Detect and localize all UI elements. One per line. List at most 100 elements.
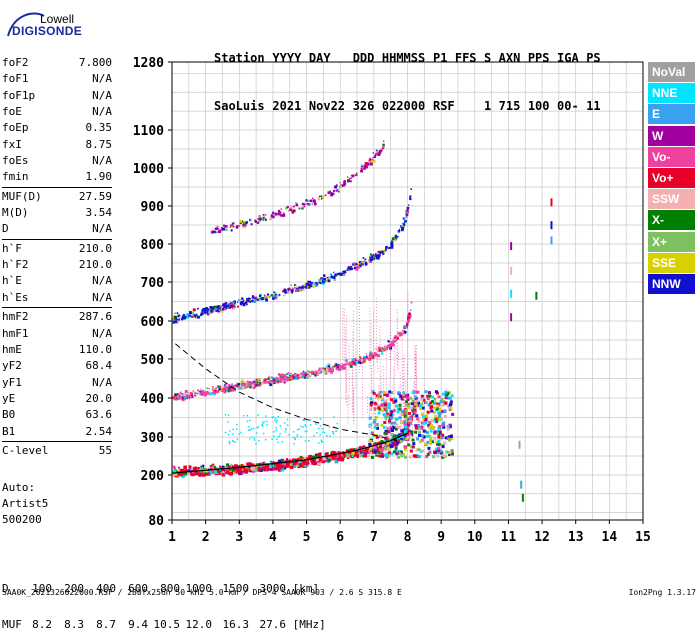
echo-point [404,220,407,223]
echo-point [408,313,410,315]
muf-cell: 8.7 [96,618,116,631]
echo-marker [550,198,553,207]
echo-point [336,367,339,371]
echo-point [355,174,358,177]
echo-point [450,449,454,453]
echo-point [436,404,440,408]
echo-point [355,361,359,364]
echo-point [313,435,315,437]
echo-point [286,418,289,421]
echo-point [408,434,412,438]
echo-point [365,355,368,357]
muf-cell: 600 [128,582,148,595]
echo-point [334,459,339,464]
echo-point [420,434,424,438]
echo-point [311,457,315,461]
muf-cell: 1000 [185,582,213,595]
echo-point [361,263,364,266]
header-label-7: S [484,51,492,65]
echo-point [339,367,343,371]
echo-point [396,410,400,414]
echo-point [320,195,323,198]
echo-point [266,297,268,299]
echo-point [408,455,412,459]
echo-point [433,437,437,441]
echo-point [184,391,186,393]
echo-point [215,308,218,311]
muf-unit: [MHz] [286,618,326,631]
echo-point [364,258,367,261]
echo-point [431,427,435,431]
echo-point [334,275,336,277]
param-name: foEs [2,154,29,168]
auto-version: 500200 [2,513,42,526]
echo-point [317,427,320,430]
echo-point [246,381,249,384]
echo-point [360,446,365,450]
param-value: 287.6 [78,310,112,324]
param-name: hmF1 [2,326,29,340]
echo-point [414,396,418,400]
echo-point [177,318,179,320]
echo-point [282,290,285,293]
echo-point [361,361,364,364]
echo-point [211,231,214,234]
echo-point [303,419,306,421]
echo-point [349,180,352,183]
echo-point [252,299,254,301]
echo-point [417,424,421,428]
echo-point [389,413,393,417]
echo-point [249,299,251,301]
echo-point [235,226,239,229]
echo-point [377,411,381,415]
echo-point [402,217,405,220]
echo-point [408,419,412,423]
echo-point [302,375,305,379]
echo-point [175,468,177,471]
echo-point [335,363,338,367]
echo-point [355,263,359,267]
echo-point [255,432,258,434]
echo-point [428,450,432,454]
echo-point [375,347,378,350]
echo-point [385,246,388,249]
echo-point [353,267,356,270]
echo-point [269,296,271,298]
echo-point [440,451,444,455]
echo-point [246,414,248,417]
echo-point [231,388,234,391]
param-value: N/A [92,105,112,119]
echo-point [375,435,379,439]
echo-point [396,441,400,445]
legend-item-x-: X+ [648,231,695,252]
echo-point [232,440,234,443]
echo-point [307,283,310,286]
echo-point [278,378,280,381]
echo-point [274,295,277,297]
echo-point [180,473,184,476]
echo-point [227,414,230,417]
echo-point [234,441,236,443]
echo-point [398,407,402,411]
echo-point [215,305,219,309]
echo-point [300,372,303,375]
echo-point [262,381,265,384]
legend-item-noval: NoVal [648,62,695,82]
echo-point [217,385,220,388]
echo-point [244,383,247,386]
echo-point [181,398,185,402]
echo-point [273,462,278,466]
echo-point [222,227,226,231]
echo-point [294,438,296,441]
echo-point [290,289,294,293]
echo-point [390,240,394,243]
echo-point [201,472,204,474]
echo-point [322,278,324,280]
echo-point [276,438,278,440]
echo-point [286,379,288,382]
echo-point [343,270,347,273]
echo-point [386,454,390,458]
echo-point [237,388,239,390]
echo-point [182,395,185,398]
echo-point [440,410,444,414]
